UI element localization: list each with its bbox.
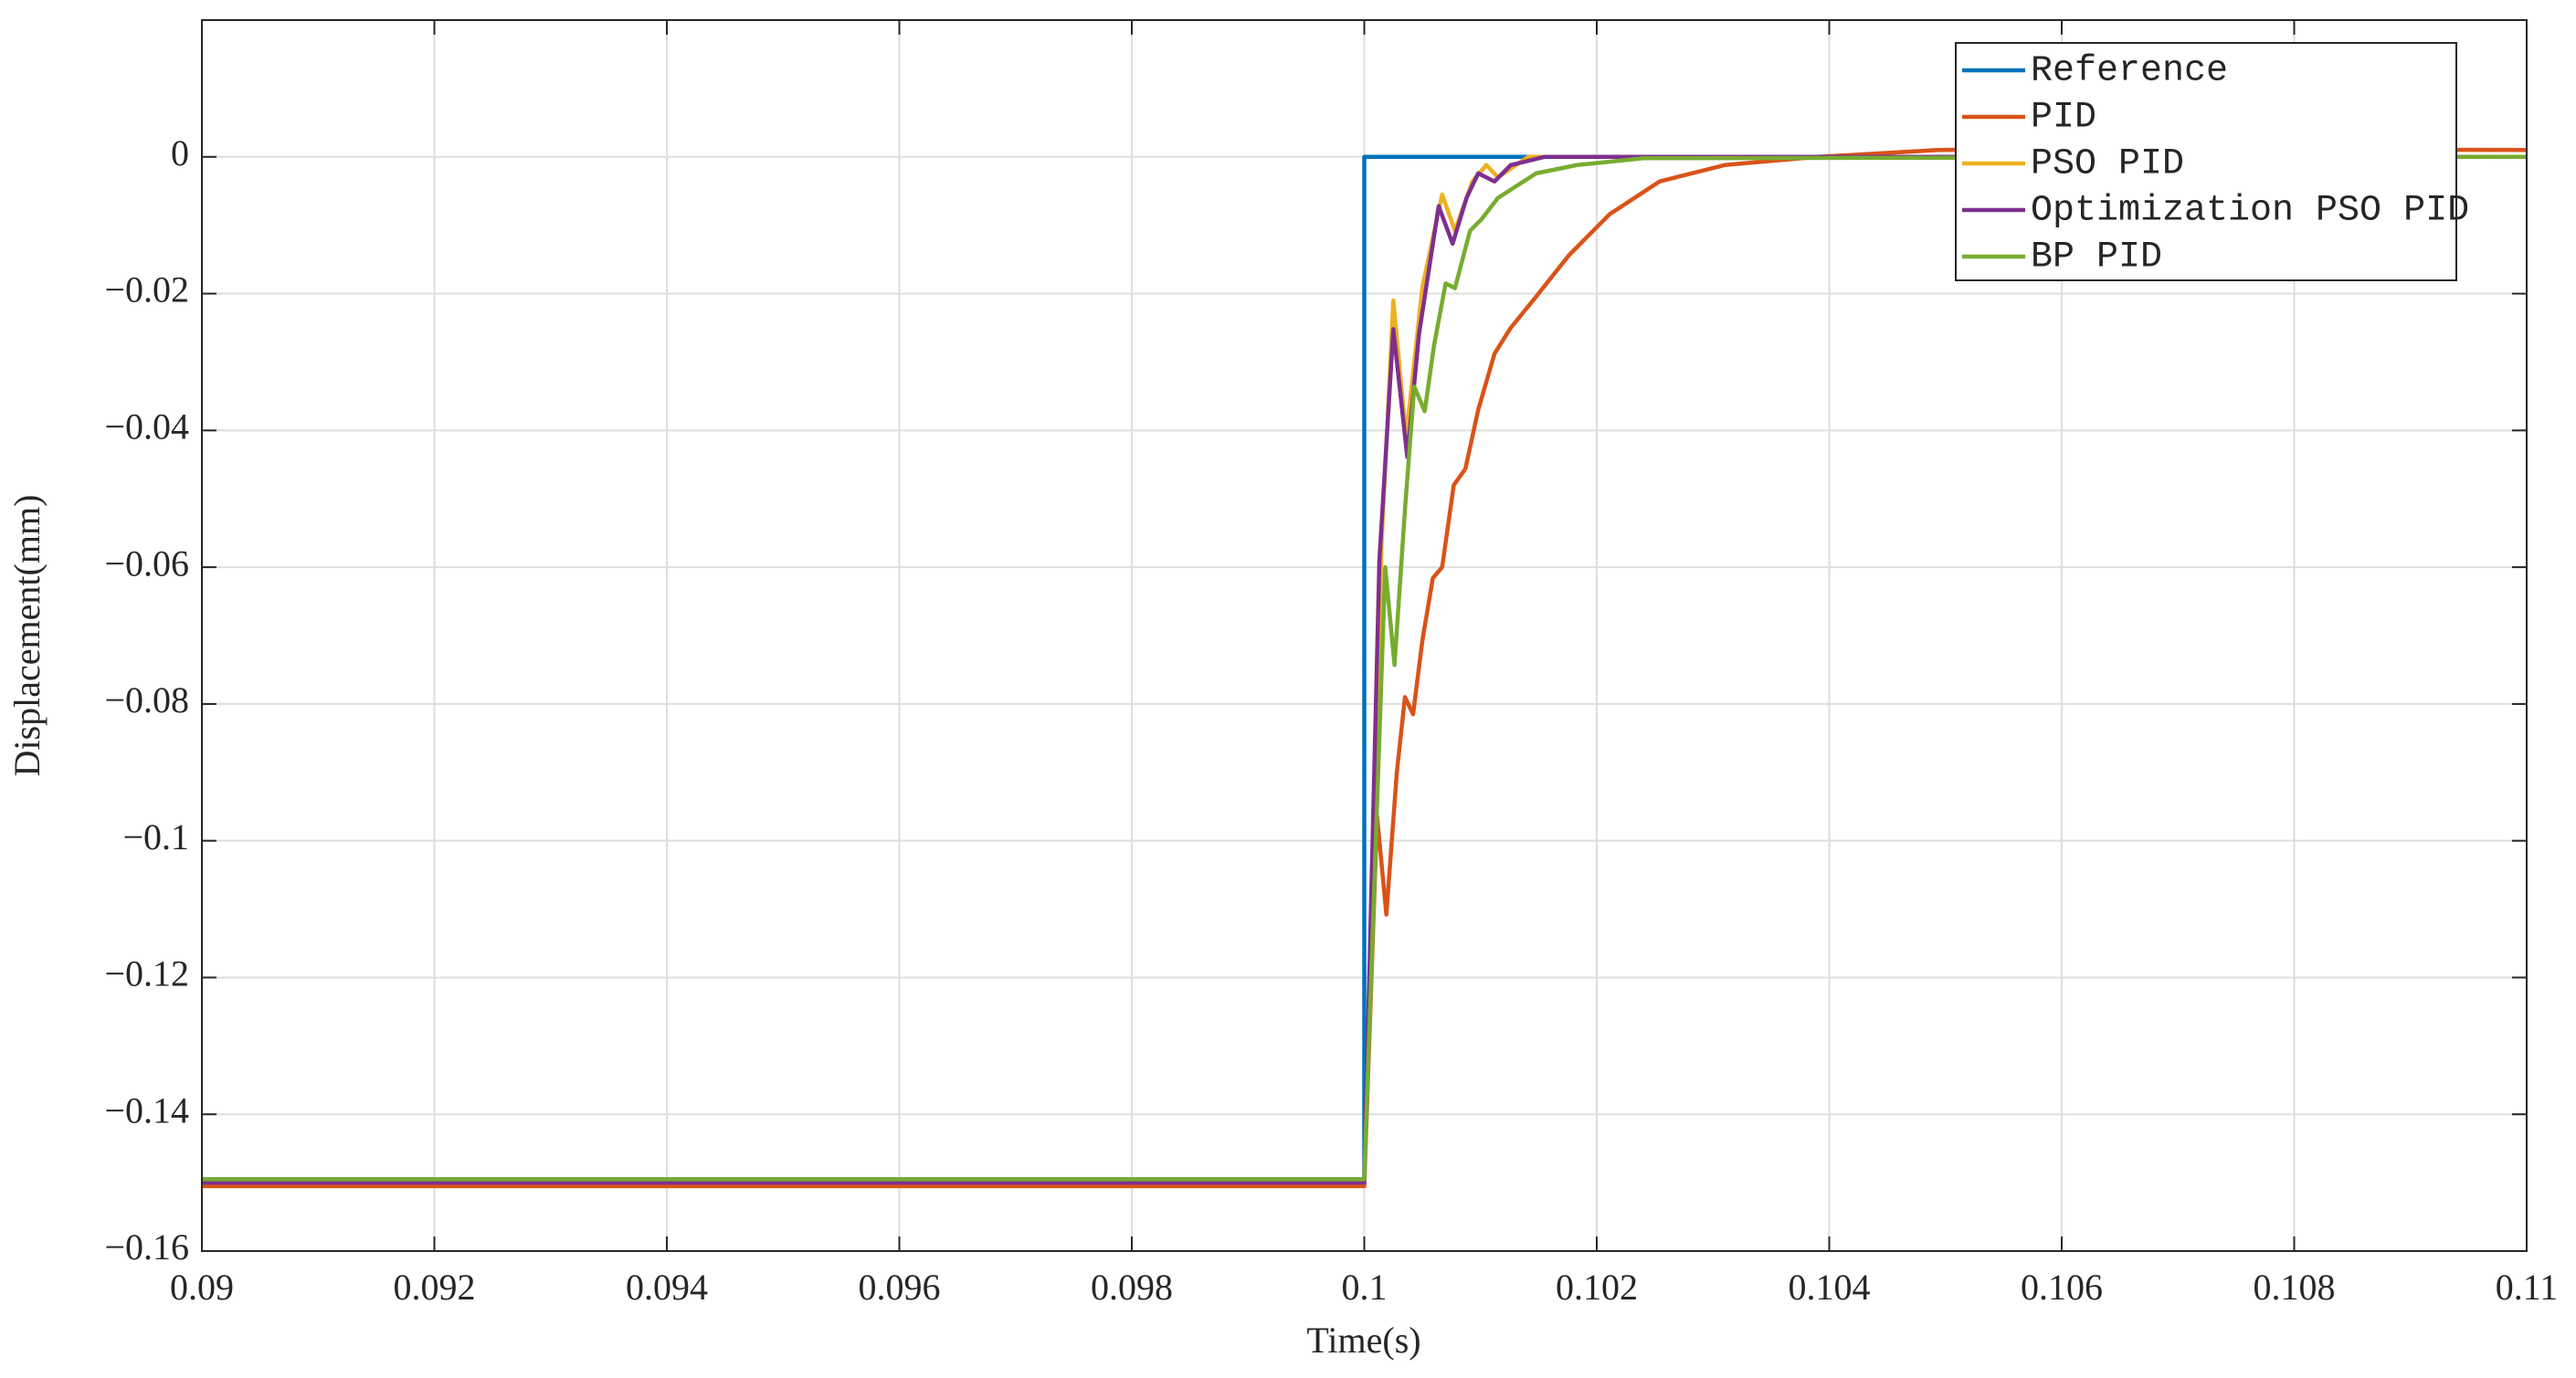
legend-label: PID: [2031, 98, 2096, 139]
legend-label: Optimization PSO PID: [2031, 191, 2469, 232]
legend-label: Reference: [2031, 51, 2228, 92]
series-line: [202, 154, 2528, 1182]
x-tick-label: 0.11: [2496, 1267, 2559, 1308]
legend-label: PSO PID: [2031, 144, 2184, 185]
x-tick-label: 0.096: [859, 1267, 941, 1308]
y-tick-label: −0.06: [104, 542, 189, 584]
y-tick-label: 0: [171, 132, 189, 174]
y-tick-label: −0.1: [122, 816, 189, 857]
series-line: [202, 154, 2527, 1185]
plot-border: [201, 19, 2528, 1252]
y-tick-label: −0.04: [104, 406, 189, 447]
y-tick-label: −0.12: [104, 953, 189, 994]
series-line: [202, 146, 2528, 1189]
x-tick-label: 0.1: [1342, 1267, 1388, 1308]
y-tick-label: −0.14: [104, 1089, 189, 1131]
x-axis-label: Time(s): [1306, 1320, 1420, 1361]
legend-box: [1955, 42, 2457, 281]
x-tick-label: 0.104: [1789, 1267, 1871, 1308]
x-tick-label: 0.09: [170, 1267, 234, 1308]
x-tick-label: 0.094: [626, 1267, 708, 1308]
y-tick-label: −0.16: [104, 1226, 189, 1268]
x-tick-label: 0.106: [2021, 1267, 2103, 1308]
x-tick-label: 0.098: [1091, 1267, 1173, 1308]
x-tick-label: 0.102: [1556, 1267, 1638, 1308]
y-tick-label: −0.02: [104, 269, 189, 310]
legend-label: BP PID: [2031, 237, 2162, 279]
x-tick-label: 0.092: [394, 1267, 476, 1308]
y-tick-label: −0.08: [104, 679, 189, 721]
x-tick-label: 0.108: [2254, 1267, 2336, 1308]
y-axis-label: Displacement(mm): [6, 495, 48, 777]
